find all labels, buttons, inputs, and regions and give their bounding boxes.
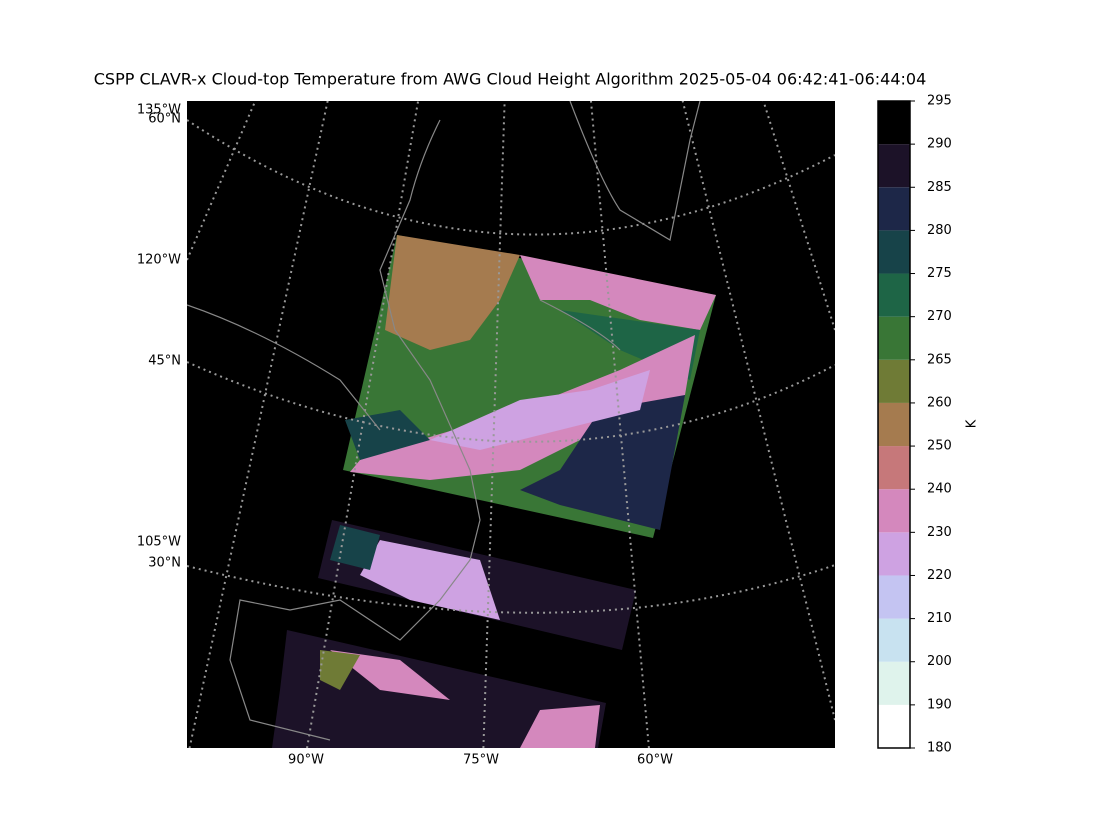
lon-label: 75°W (463, 753, 499, 768)
lat-lon-label: 60°N (148, 112, 181, 127)
colorbar-band (878, 359, 910, 403)
colorbar-band (878, 704, 910, 748)
lat-lon-label: 45°N (148, 354, 181, 369)
colorbar-band (878, 273, 910, 317)
colorbar-frame (877, 100, 911, 749)
colorbar-band (878, 532, 910, 576)
colorbar-band (878, 230, 910, 274)
colorbar-band (878, 575, 910, 619)
lat-lon-label: 135°W (137, 103, 181, 118)
colorbar-band (878, 489, 910, 533)
colorbar-label: K (965, 419, 980, 428)
colorbar-tick-label: 230 (927, 525, 952, 540)
lon-label: 60°W (637, 753, 673, 768)
colorbar-tick-label: 270 (927, 309, 952, 324)
colorbar-tick-label: 275 (927, 266, 952, 281)
colorbar-band (878, 101, 910, 145)
lon-label: 90°W (288, 753, 324, 768)
colorbar-band (878, 446, 910, 490)
lat-lon-label: 105°W (137, 535, 181, 550)
colorbar-tick-label: 250 (927, 439, 952, 454)
colorbar-tick-label: 285 (927, 180, 952, 195)
colorbar-band (878, 618, 910, 662)
colorbar-tick-label: 260 (927, 395, 952, 410)
colorbar-band (878, 144, 910, 188)
colorbar-band (878, 661, 910, 705)
colorbar-tick-label: 180 (927, 741, 952, 756)
title: CSPP CLAVR-x Cloud-top Temperature from … (94, 70, 927, 89)
colorbar-band (878, 402, 910, 447)
lat-lon-label: 120°W (137, 253, 181, 268)
colorbar-tick-label: 290 (927, 137, 952, 152)
lat-lon-label: 30°N (148, 556, 181, 571)
colorbar-tick-label: 295 (927, 94, 952, 109)
colorbar-tick-label: 280 (927, 223, 952, 238)
colorbar-band (878, 316, 910, 360)
colorbar-tick-label: 190 (927, 697, 952, 712)
colorbar-tick-label: 220 (927, 568, 952, 583)
colorbar-tick-label: 200 (927, 654, 952, 669)
colorbar-tick-label: 265 (927, 352, 952, 367)
colorbar-tick-label: 240 (927, 482, 952, 497)
colorbar-tick-label: 210 (927, 611, 952, 626)
colorbar-band (878, 187, 910, 231)
map (187, 101, 835, 748)
